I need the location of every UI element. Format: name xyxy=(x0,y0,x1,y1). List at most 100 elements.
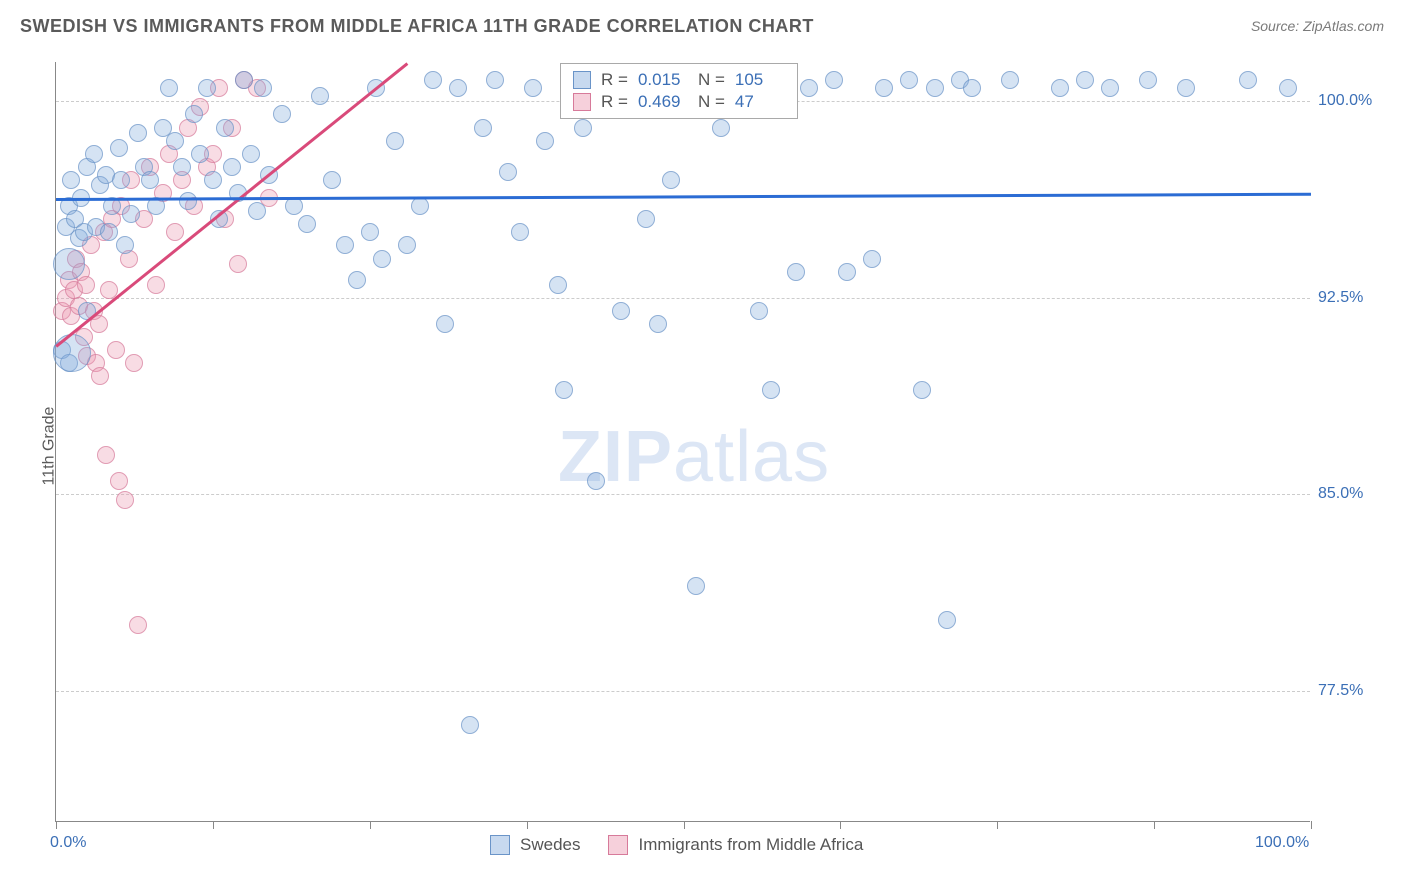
x-axis-max-label: 100.0% xyxy=(1255,834,1309,852)
legend-label: Immigrants from Middle Africa xyxy=(638,835,863,855)
point-series-b xyxy=(116,491,134,509)
point-series-a xyxy=(191,145,209,163)
stat-n-label: N = xyxy=(698,70,725,90)
point-series-b xyxy=(147,276,165,294)
point-series-a xyxy=(649,315,667,333)
y-tick-label: 100.0% xyxy=(1318,92,1380,110)
point-series-a xyxy=(926,79,944,97)
x-tick xyxy=(1154,821,1155,829)
x-tick xyxy=(840,821,841,829)
point-series-a xyxy=(273,105,291,123)
point-series-a xyxy=(549,276,567,294)
x-tick xyxy=(213,821,214,829)
point-series-a xyxy=(474,119,492,137)
point-series-b xyxy=(125,354,143,372)
point-series-a xyxy=(499,163,517,181)
point-series-a xyxy=(461,716,479,734)
point-series-a xyxy=(173,158,191,176)
point-series-a xyxy=(511,223,529,241)
stat-r-label: R = xyxy=(601,92,628,112)
point-series-a xyxy=(411,197,429,215)
point-series-a xyxy=(285,197,303,215)
point-series-a xyxy=(524,79,542,97)
point-series-a xyxy=(1139,71,1157,89)
point-series-a xyxy=(248,202,266,220)
point-series-a xyxy=(1177,79,1195,97)
point-series-a xyxy=(116,236,134,254)
point-series-a xyxy=(1279,79,1297,97)
x-tick xyxy=(997,821,998,829)
point-series-a xyxy=(1239,71,1257,89)
point-series-a-large xyxy=(53,248,85,280)
legend-swatch xyxy=(490,835,510,855)
point-series-a xyxy=(662,171,680,189)
point-series-a xyxy=(1051,79,1069,97)
legend-swatch xyxy=(573,71,591,89)
chart-title: SWEDISH VS IMMIGRANTS FROM MIDDLE AFRICA… xyxy=(20,16,814,37)
point-series-a xyxy=(160,79,178,97)
point-series-a xyxy=(323,171,341,189)
legend-label: Swedes xyxy=(520,835,580,855)
point-series-a xyxy=(386,132,404,150)
x-axis-min-label: 0.0% xyxy=(50,834,86,852)
gridline xyxy=(56,494,1310,495)
point-series-b xyxy=(77,276,95,294)
point-series-a xyxy=(612,302,630,320)
point-series-a xyxy=(85,145,103,163)
point-series-a xyxy=(242,145,260,163)
point-series-a xyxy=(587,472,605,490)
gridline xyxy=(56,691,1310,692)
point-series-a xyxy=(637,210,655,228)
point-series-a xyxy=(800,79,818,97)
legend-swatch xyxy=(608,835,628,855)
point-series-a xyxy=(1076,71,1094,89)
point-series-a xyxy=(863,250,881,268)
point-series-b xyxy=(97,446,115,464)
point-series-a xyxy=(750,302,768,320)
point-series-a xyxy=(216,119,234,137)
stat-r-value: 0.015 xyxy=(638,70,688,90)
legend-swatch xyxy=(573,93,591,111)
point-series-a xyxy=(838,263,856,281)
point-series-a xyxy=(100,223,118,241)
point-series-a xyxy=(900,71,918,89)
point-series-a xyxy=(574,119,592,137)
point-series-a xyxy=(825,71,843,89)
point-series-b xyxy=(110,472,128,490)
watermark-bold: ZIP xyxy=(558,417,673,497)
gridline xyxy=(56,298,1310,299)
point-series-a xyxy=(298,215,316,233)
point-series-a xyxy=(762,381,780,399)
stat-n-label: N = xyxy=(698,92,725,112)
point-series-a xyxy=(449,79,467,97)
point-series-b xyxy=(107,341,125,359)
x-tick xyxy=(684,821,685,829)
point-series-a xyxy=(179,192,197,210)
source-label: Source: ZipAtlas.com xyxy=(1251,18,1384,34)
point-series-a xyxy=(112,171,130,189)
point-series-a xyxy=(336,236,354,254)
point-series-a-large xyxy=(53,334,91,372)
point-series-a xyxy=(938,611,956,629)
point-series-a xyxy=(110,139,128,157)
point-series-a xyxy=(436,315,454,333)
point-series-b xyxy=(166,223,184,241)
point-series-a xyxy=(398,236,416,254)
x-tick xyxy=(56,821,57,829)
point-series-a xyxy=(223,158,241,176)
point-series-a xyxy=(913,381,931,399)
watermark-light: atlas xyxy=(673,417,830,497)
point-series-a xyxy=(62,171,80,189)
point-series-a xyxy=(311,87,329,105)
point-series-a xyxy=(486,71,504,89)
x-tick xyxy=(1311,821,1312,829)
stats-row: R =0.469N =47 xyxy=(573,92,785,112)
point-series-b xyxy=(91,367,109,385)
point-series-a xyxy=(361,223,379,241)
point-series-a xyxy=(373,250,391,268)
point-series-a xyxy=(198,79,216,97)
point-series-a xyxy=(235,71,253,89)
x-tick xyxy=(527,821,528,829)
chart-container: SWEDISH VS IMMIGRANTS FROM MIDDLE AFRICA… xyxy=(0,0,1406,892)
point-series-a xyxy=(687,577,705,595)
